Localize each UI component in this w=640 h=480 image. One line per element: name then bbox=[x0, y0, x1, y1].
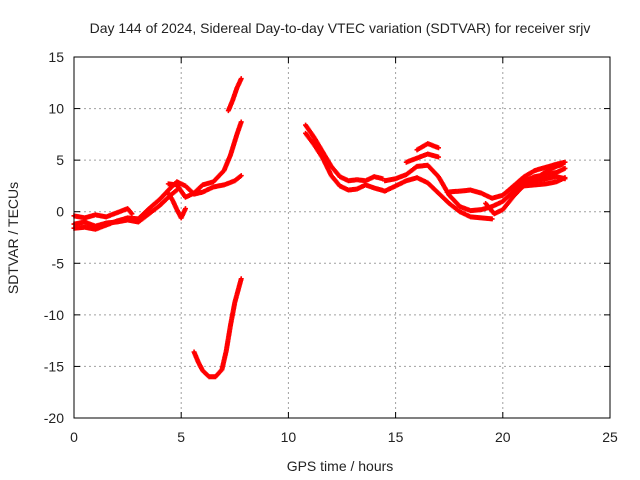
y-axis-label: SDTVAR / TECUs bbox=[5, 182, 21, 294]
data-point-marker bbox=[489, 216, 495, 222]
series-trace-6 bbox=[225, 76, 244, 114]
data-point-marker bbox=[560, 161, 566, 167]
data-point-marker bbox=[129, 211, 135, 217]
axes: 0 5 10 15 20 25 -20 -15 -10 -5 0 5 10 15 bbox=[44, 49, 618, 445]
series-trace-15 bbox=[511, 175, 568, 194]
data-point-marker bbox=[435, 145, 441, 151]
x-tick-label: 0 bbox=[70, 429, 78, 445]
data-point-marker bbox=[562, 165, 568, 171]
data-point-marker bbox=[238, 173, 244, 179]
plot-frame bbox=[73, 56, 611, 419]
data-series bbox=[71, 76, 568, 380]
x-tick-label: 10 bbox=[281, 429, 297, 445]
series-trace-4 bbox=[165, 119, 244, 200]
y-tick-label: 5 bbox=[56, 152, 64, 168]
x-tick-label: 25 bbox=[602, 429, 618, 445]
series-trace-12 bbox=[414, 141, 441, 153]
y-tick-label: -20 bbox=[44, 410, 64, 426]
series-trace-5 bbox=[165, 190, 188, 221]
series-trace-16 bbox=[538, 161, 566, 178]
y-tick-label: 10 bbox=[48, 101, 64, 117]
data-point-marker bbox=[238, 76, 244, 82]
y-tick-label: -5 bbox=[52, 255, 65, 271]
y-tick-label: 0 bbox=[56, 204, 64, 220]
grid-lines bbox=[74, 57, 610, 418]
series-trace-7 bbox=[191, 276, 244, 380]
x-tick-label: 20 bbox=[495, 429, 511, 445]
chart-title: Day 144 of 2024, Sidereal Day-to-day VTE… bbox=[90, 20, 591, 36]
y-tick-label: -15 bbox=[44, 358, 64, 374]
series-trace-11 bbox=[403, 151, 441, 165]
x-tick-label: 15 bbox=[388, 429, 404, 445]
data-point-marker bbox=[562, 175, 568, 181]
x-tick-label: 5 bbox=[177, 429, 185, 445]
series-trace-8 bbox=[303, 122, 386, 184]
data-point-marker bbox=[238, 276, 244, 282]
x-axis-label: GPS time / hours bbox=[287, 458, 394, 474]
data-point-marker bbox=[238, 119, 244, 125]
y-tick-label: 15 bbox=[48, 49, 64, 65]
data-point-marker bbox=[182, 206, 188, 212]
y-tick-label: -10 bbox=[44, 307, 64, 323]
series-trace-9 bbox=[303, 130, 495, 222]
data-point-marker bbox=[435, 154, 441, 160]
